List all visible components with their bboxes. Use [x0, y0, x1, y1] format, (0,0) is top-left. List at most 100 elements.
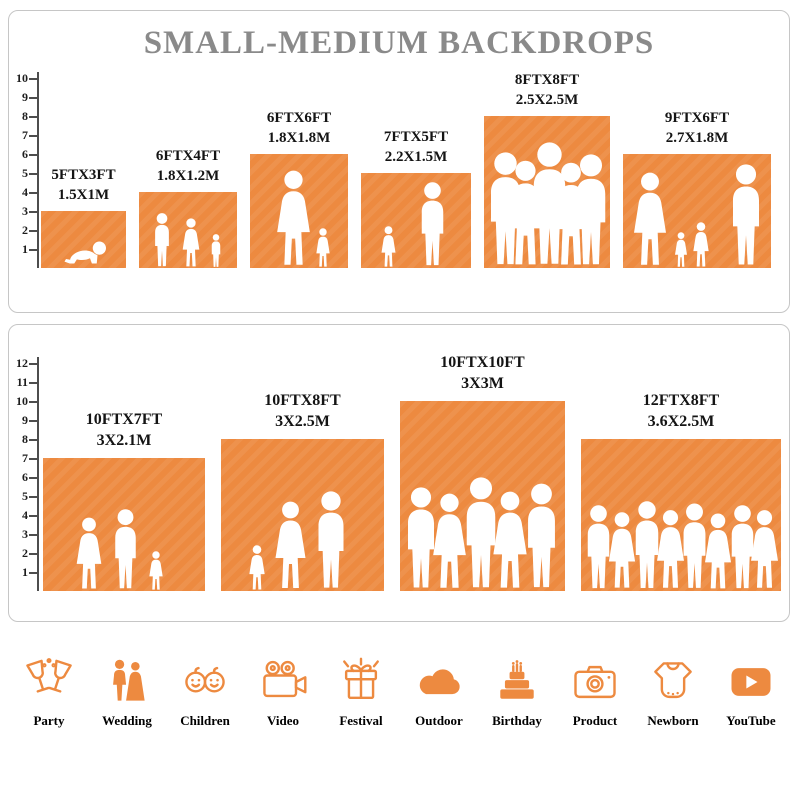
ruler-tick: [29, 515, 37, 517]
ruler-number: 1: [22, 565, 28, 579]
backdrop-size-label: 9FTX6FT 2.7X1.8M: [665, 109, 729, 148]
category-label: Product: [572, 713, 618, 728]
backdrop-bar: [250, 154, 348, 268]
ruler-tick: [29, 572, 37, 574]
ruler-number: 4: [22, 185, 28, 199]
family-silhouette-icon: [76, 509, 163, 590]
backdrop-size-label: 10FTX7FT 3X2.1M: [86, 410, 162, 452]
size-m-text: 2.2X1.5M: [384, 148, 448, 165]
panel-small-medium: SMALL-MEDIUM BACKDROPS 10 9 8 7 6 5 4 3 …: [8, 10, 790, 313]
ruler-tick: [29, 230, 37, 232]
backdrop-item-10x7: 10FTX7FT 3X2.1M: [43, 410, 205, 591]
group-silhouette-icon: [491, 142, 606, 265]
size-ft-text: 7FTX5FT: [383, 129, 449, 145]
ruler-number: 2: [22, 546, 28, 560]
category-video: Video: [246, 656, 320, 729]
mother-child-silhouette-icon: [277, 170, 330, 267]
ruler-number: 11: [16, 375, 28, 389]
ruler-tick: [29, 439, 37, 441]
backdrop-size-label: 12FTX8FT 3.6X2.5M: [643, 391, 719, 433]
ruler-feet-scale-2: 12 11 10 9 8 7 6 5 4 3 2 1: [11, 356, 39, 591]
backdrop-bar: [361, 173, 471, 268]
youtube-icon: [731, 668, 771, 696]
ruler-tick: [29, 553, 37, 555]
ruler-number: 9: [22, 413, 28, 427]
category-party: Party: [12, 656, 86, 729]
category-festival: Festival: [324, 656, 398, 729]
backdrop-bars-row-1: 5FTX3FT 1.5X1M 6FTX4FT 1.8X1.2M: [41, 71, 771, 268]
backdrop-item-6x6: 6FTX6FT 1.8X1.8M: [250, 109, 348, 268]
category-children: Children: [168, 656, 242, 729]
category-label: Birthday: [492, 713, 542, 728]
category-label: Wedding: [102, 713, 152, 728]
backdrop-item-9x6: 9FTX6FT 2.7X1.8M: [623, 109, 771, 268]
size-ft-text: 10FTX7FT: [85, 411, 163, 429]
size-ft-text: 12FTX8FT: [642, 392, 720, 410]
size-m-text: 1.8X1.2M: [156, 167, 220, 184]
ruler-tick: [29, 192, 37, 194]
backdrop-item-7x5: 7FTX5FT 2.2X1.5M: [361, 128, 471, 268]
backdrop-bar: [139, 192, 237, 268]
backdrop-bar: [400, 401, 565, 591]
ruler-number: 6: [22, 147, 28, 161]
size-m-text: 1.8X1.8M: [267, 129, 331, 146]
ruler-tick: [29, 534, 37, 536]
outdoor-icon: [419, 669, 460, 695]
product-icon: [574, 665, 616, 699]
category-label: Festival: [339, 713, 383, 728]
father-child-silhouette-icon: [381, 182, 444, 267]
family-silhouette-icon: [249, 491, 344, 590]
crowd-silhouette-icon: [587, 501, 778, 589]
backdrop-item-8x8: 8FTX8FT 2.5X2.5M: [484, 71, 610, 268]
group-silhouette-icon: [408, 477, 555, 588]
size-m-text: 1.5X1M: [57, 186, 110, 203]
ruler-number: 4: [22, 508, 28, 522]
wedding-icon: [113, 659, 145, 701]
category-wedding: Wedding: [90, 656, 164, 729]
ruler-tick: [29, 173, 37, 175]
ruler-number: 7: [22, 451, 28, 465]
backdrop-item-5x3: 5FTX3FT 1.5X1M: [41, 166, 126, 268]
ruler-number: 5: [22, 489, 28, 503]
size-ft-text: 8FTX8FT: [514, 72, 580, 88]
children-icon: [185, 666, 225, 693]
party-icon: [26, 658, 72, 693]
festival-icon: [343, 657, 379, 699]
ruler-number: 10: [16, 71, 28, 85]
backdrop-item-12x8: 12FTX8FT 3.6X2.5M: [581, 391, 781, 591]
backdrop-bar: [484, 116, 610, 268]
ruler-tick: [29, 135, 37, 137]
panel-medium-large: 12 11 10 9 8 7 6 5 4 3 2 1 10FTX7FT 3X2.…: [8, 324, 790, 622]
ruler-number: 5: [22, 166, 28, 180]
ruler-tick: [29, 496, 37, 498]
ruler-number: 3: [22, 204, 28, 218]
ruler-tick: [29, 78, 37, 80]
ruler-tick: [29, 154, 37, 156]
ruler-feet-scale-1: 10 9 8 7 6 5 4 3 2 1: [11, 71, 39, 268]
ruler-number: 1: [22, 242, 28, 256]
ruler-axis-line: [37, 72, 39, 268]
ruler-tick: [29, 211, 37, 213]
use-case-category-row: Party Wedding: [12, 656, 788, 729]
backdrop-item-6x4: 6FTX4FT 1.8X1.2M: [139, 147, 237, 268]
baby-silhouette-icon: [64, 241, 106, 264]
category-youtube: YouTube: [714, 656, 788, 729]
size-m-text: 2.5X2.5M: [515, 91, 579, 108]
category-product: Product: [558, 656, 632, 729]
ruler-number: 7: [22, 128, 28, 142]
size-ft-text: 9FTX6FT: [664, 110, 730, 126]
size-m-text: 2.7X1.8M: [665, 129, 729, 146]
ruler-number: 2: [22, 223, 28, 237]
backdrop-size-label: 5FTX3FT 1.5X1M: [51, 166, 115, 205]
ruler-tick: [29, 420, 37, 422]
backdrop-size-label: 6FTX6FT 1.8X1.8M: [267, 109, 331, 148]
size-m-text: 3X2.1M: [96, 432, 152, 450]
size-ft-text: 10FTX10FT: [440, 354, 525, 372]
family-silhouette-icon: [634, 164, 759, 267]
ruler-number: 8: [22, 432, 28, 446]
ruler-tick: [29, 249, 37, 251]
backdrop-size-label: 6FTX4FT 1.8X1.2M: [156, 147, 220, 186]
backdrop-size-label: 8FTX8FT 2.5X2.5M: [515, 71, 579, 110]
ruler-number: 10: [16, 394, 28, 408]
